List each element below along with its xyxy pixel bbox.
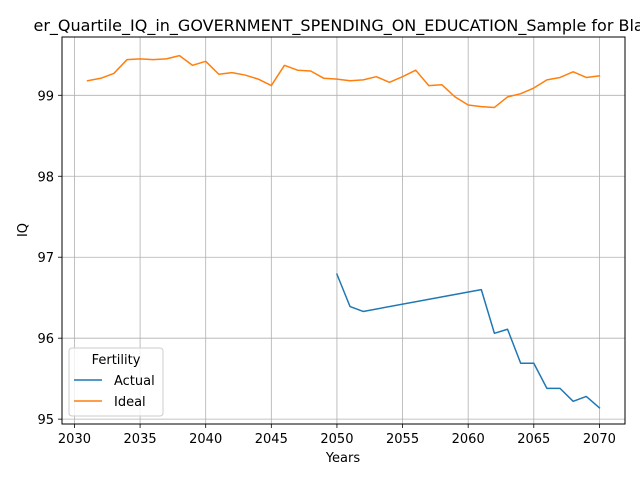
y-tick-label: 97	[37, 251, 54, 266]
legend-title: Fertility	[92, 353, 141, 368]
x-tick-label: 2060	[452, 432, 485, 447]
x-tick-label: 2045	[255, 432, 288, 447]
y-tick-label: 99	[37, 89, 54, 104]
legend-label-actual: Actual	[114, 374, 155, 389]
grid	[62, 37, 625, 424]
x-tick-label: 2050	[320, 432, 353, 447]
y-axis-label: IQ	[16, 223, 31, 237]
x-tick-label: 2070	[583, 432, 616, 447]
x-tick-label: 2035	[124, 432, 157, 447]
legend: Fertility Actual Ideal	[68, 347, 164, 417]
y-tick-label: 98	[37, 170, 54, 185]
axis-ticks: 2030 2035 2040 2045 2050 2055 2060 2065 2070 95 96…	[37, 89, 616, 447]
plot-frame	[61, 36, 626, 425]
x-axis-label: Years	[325, 451, 361, 466]
x-tick-label: 2065	[517, 432, 550, 447]
chart-title: er_Quartile_IQ_in_GOVERNMENT_SPENDING_ON…	[33, 16, 640, 36]
x-tick-label: 2040	[189, 432, 222, 447]
x-tick-label: 2030	[58, 432, 91, 447]
y-tick-label: 96	[37, 332, 54, 347]
legend-box	[68, 347, 164, 417]
series-layer	[86, 54, 601, 409]
series-line-actual	[335, 273, 601, 409]
y-tick-label: 95	[37, 413, 54, 428]
x-tick-label: 2055	[386, 432, 419, 447]
series-line-ideal	[86, 54, 601, 109]
legend-label-ideal: Ideal	[114, 395, 146, 410]
